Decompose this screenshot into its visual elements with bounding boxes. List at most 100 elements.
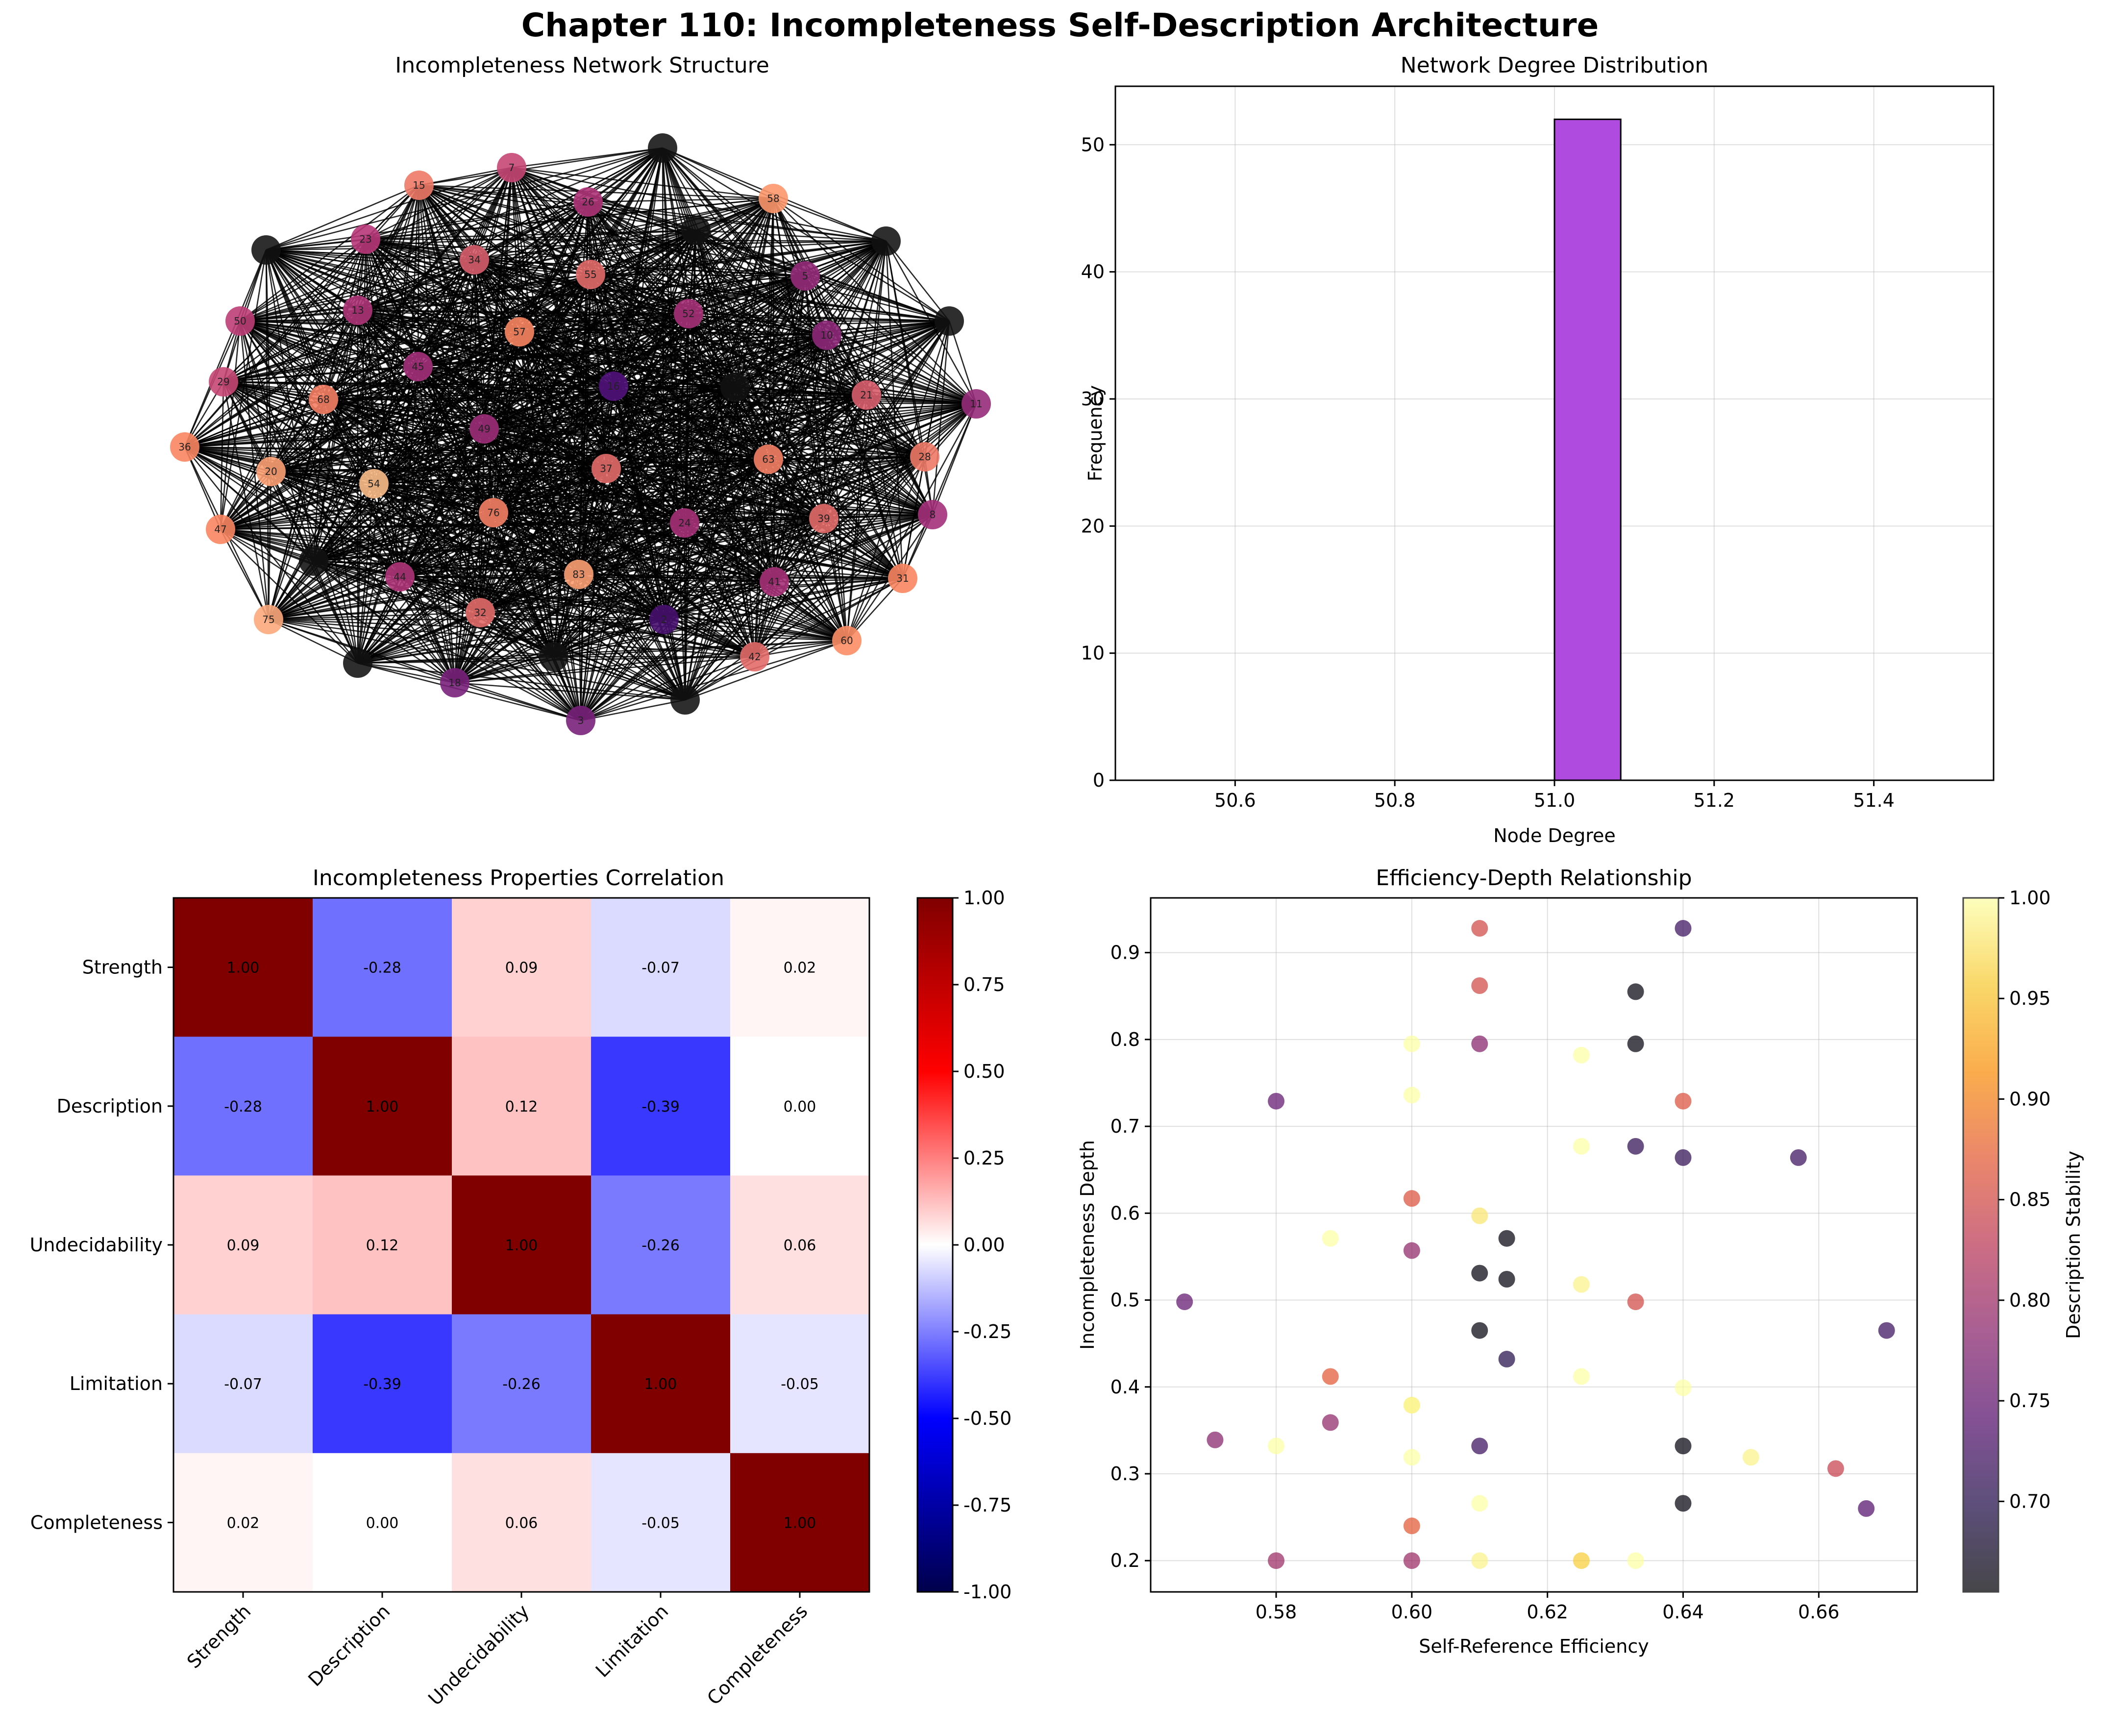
network-edge	[735, 320, 950, 388]
network-edge	[357, 240, 887, 311]
heatmap-colorbar	[916, 897, 954, 1593]
network-edge	[846, 321, 950, 641]
network-edge	[684, 387, 736, 523]
network-edge	[688, 313, 950, 322]
scatter-y-tick-label: 0.3	[1110, 1463, 1140, 1485]
network-node-label: 45	[412, 361, 424, 372]
network-edge	[695, 230, 848, 641]
network-edge	[695, 230, 756, 657]
scatter-point	[1471, 1265, 1488, 1282]
heatmap-cell	[452, 898, 592, 1037]
network-edge	[220, 386, 736, 530]
heatmap-cell-value: -0.07	[641, 960, 680, 977]
scatter-point	[1322, 1368, 1339, 1385]
degree-y-tick-label: 30	[1081, 388, 1105, 410]
degree-x-ticks: 50.6 50.8 51.0 51.2 51.4	[1214, 780, 1895, 811]
network-edge	[773, 198, 887, 242]
network-edge	[664, 321, 950, 620]
network-edge	[664, 619, 755, 658]
network-edge	[223, 331, 520, 383]
network-edge	[399, 386, 736, 578]
network-node-label: 36	[178, 441, 191, 453]
scatter-point	[1858, 1500, 1875, 1517]
scatter-x-tick-label: 0.58	[1256, 1601, 1297, 1623]
network-edge	[662, 148, 756, 657]
network-edge	[511, 167, 887, 242]
scatter-point	[1268, 1552, 1285, 1569]
network-edge	[684, 241, 887, 700]
network-edge	[220, 394, 867, 530]
scatter-colorbar-tick-label: 0.70	[2009, 1490, 2051, 1512]
heatmap-cell	[173, 1175, 313, 1315]
network-node	[385, 562, 415, 592]
network-title: Incompleteness Network Structure	[395, 53, 769, 78]
heatmap-row-label: Description	[57, 1095, 163, 1117]
heatmap-row-labels: Strength Description Undecidability Limitat…	[30, 957, 173, 1533]
scatter-point	[1627, 1552, 1644, 1569]
network-node-label: 20	[265, 466, 277, 477]
network-edge	[418, 229, 696, 368]
network-edge	[663, 230, 697, 620]
heatmap-title: Incompleteness Properties Correlation	[313, 866, 724, 891]
network-edge	[313, 560, 554, 658]
network-edge	[266, 249, 950, 322]
network-edge	[373, 483, 824, 520]
network-node-label: 57	[513, 326, 525, 338]
network-edge	[266, 249, 579, 575]
network-edge	[684, 387, 736, 700]
network-edge	[662, 147, 950, 322]
network-edge	[580, 522, 686, 721]
network-node-label: 52	[682, 308, 694, 320]
network-node-label: 54	[368, 478, 380, 490]
network-edge	[823, 518, 903, 579]
network-edge	[357, 522, 685, 664]
network-edge	[684, 581, 775, 700]
scatter-colorbar-label: Description Stability	[2063, 1151, 2084, 1339]
scatter-point	[1675, 1092, 1692, 1110]
scatter-point	[1675, 1149, 1692, 1166]
heatmap-cell-value: -0.28	[224, 1098, 262, 1116]
network-edge	[613, 320, 950, 387]
network-edge	[519, 331, 933, 516]
scatter-colorbar-tick-label: 0.85	[2009, 1189, 2051, 1211]
heatmap-cell	[313, 1175, 452, 1315]
degree-ylabel: Frequency	[1085, 385, 1106, 481]
network-edge	[271, 229, 696, 472]
network-edge	[605, 230, 697, 469]
network-edge	[357, 612, 481, 664]
network-edge	[454, 241, 887, 683]
heatmap-cell-value: -0.28	[363, 960, 401, 977]
network-edge	[268, 619, 554, 658]
scatter-point	[1675, 920, 1692, 937]
network-edge	[184, 446, 769, 460]
network-edge	[553, 403, 977, 658]
network-edge	[588, 201, 887, 242]
network-edge	[662, 148, 697, 231]
network-edge	[580, 656, 755, 721]
network-node-label: 50	[234, 315, 246, 327]
heatmap-colorbar-tick-label: -0.25	[963, 1321, 1011, 1342]
network-edge	[735, 386, 933, 516]
network-node-label: 16	[607, 380, 619, 392]
network-edge	[695, 229, 977, 405]
network-edge	[688, 313, 977, 405]
scatter-point	[1573, 1552, 1590, 1569]
network-edge	[695, 230, 775, 582]
scatter-point	[1675, 1379, 1692, 1396]
network-edge	[613, 385, 977, 405]
network-edge	[357, 514, 933, 664]
network-node-label: 7	[509, 162, 515, 174]
heatmap-colorbar-tick-label: 0.50	[963, 1061, 1005, 1082]
network-edge	[662, 147, 774, 199]
network-edge	[373, 148, 663, 484]
heatmap-cell	[730, 898, 870, 1037]
network-edge	[493, 386, 736, 514]
network-edge	[754, 403, 977, 657]
network-edge	[271, 386, 736, 472]
network-node-label: 3	[578, 715, 584, 726]
scatter-colorbar	[1962, 897, 1999, 1593]
network-edge	[588, 201, 696, 231]
network-node	[670, 508, 699, 538]
scatter-point	[1471, 1438, 1488, 1455]
network-edge	[454, 682, 581, 721]
